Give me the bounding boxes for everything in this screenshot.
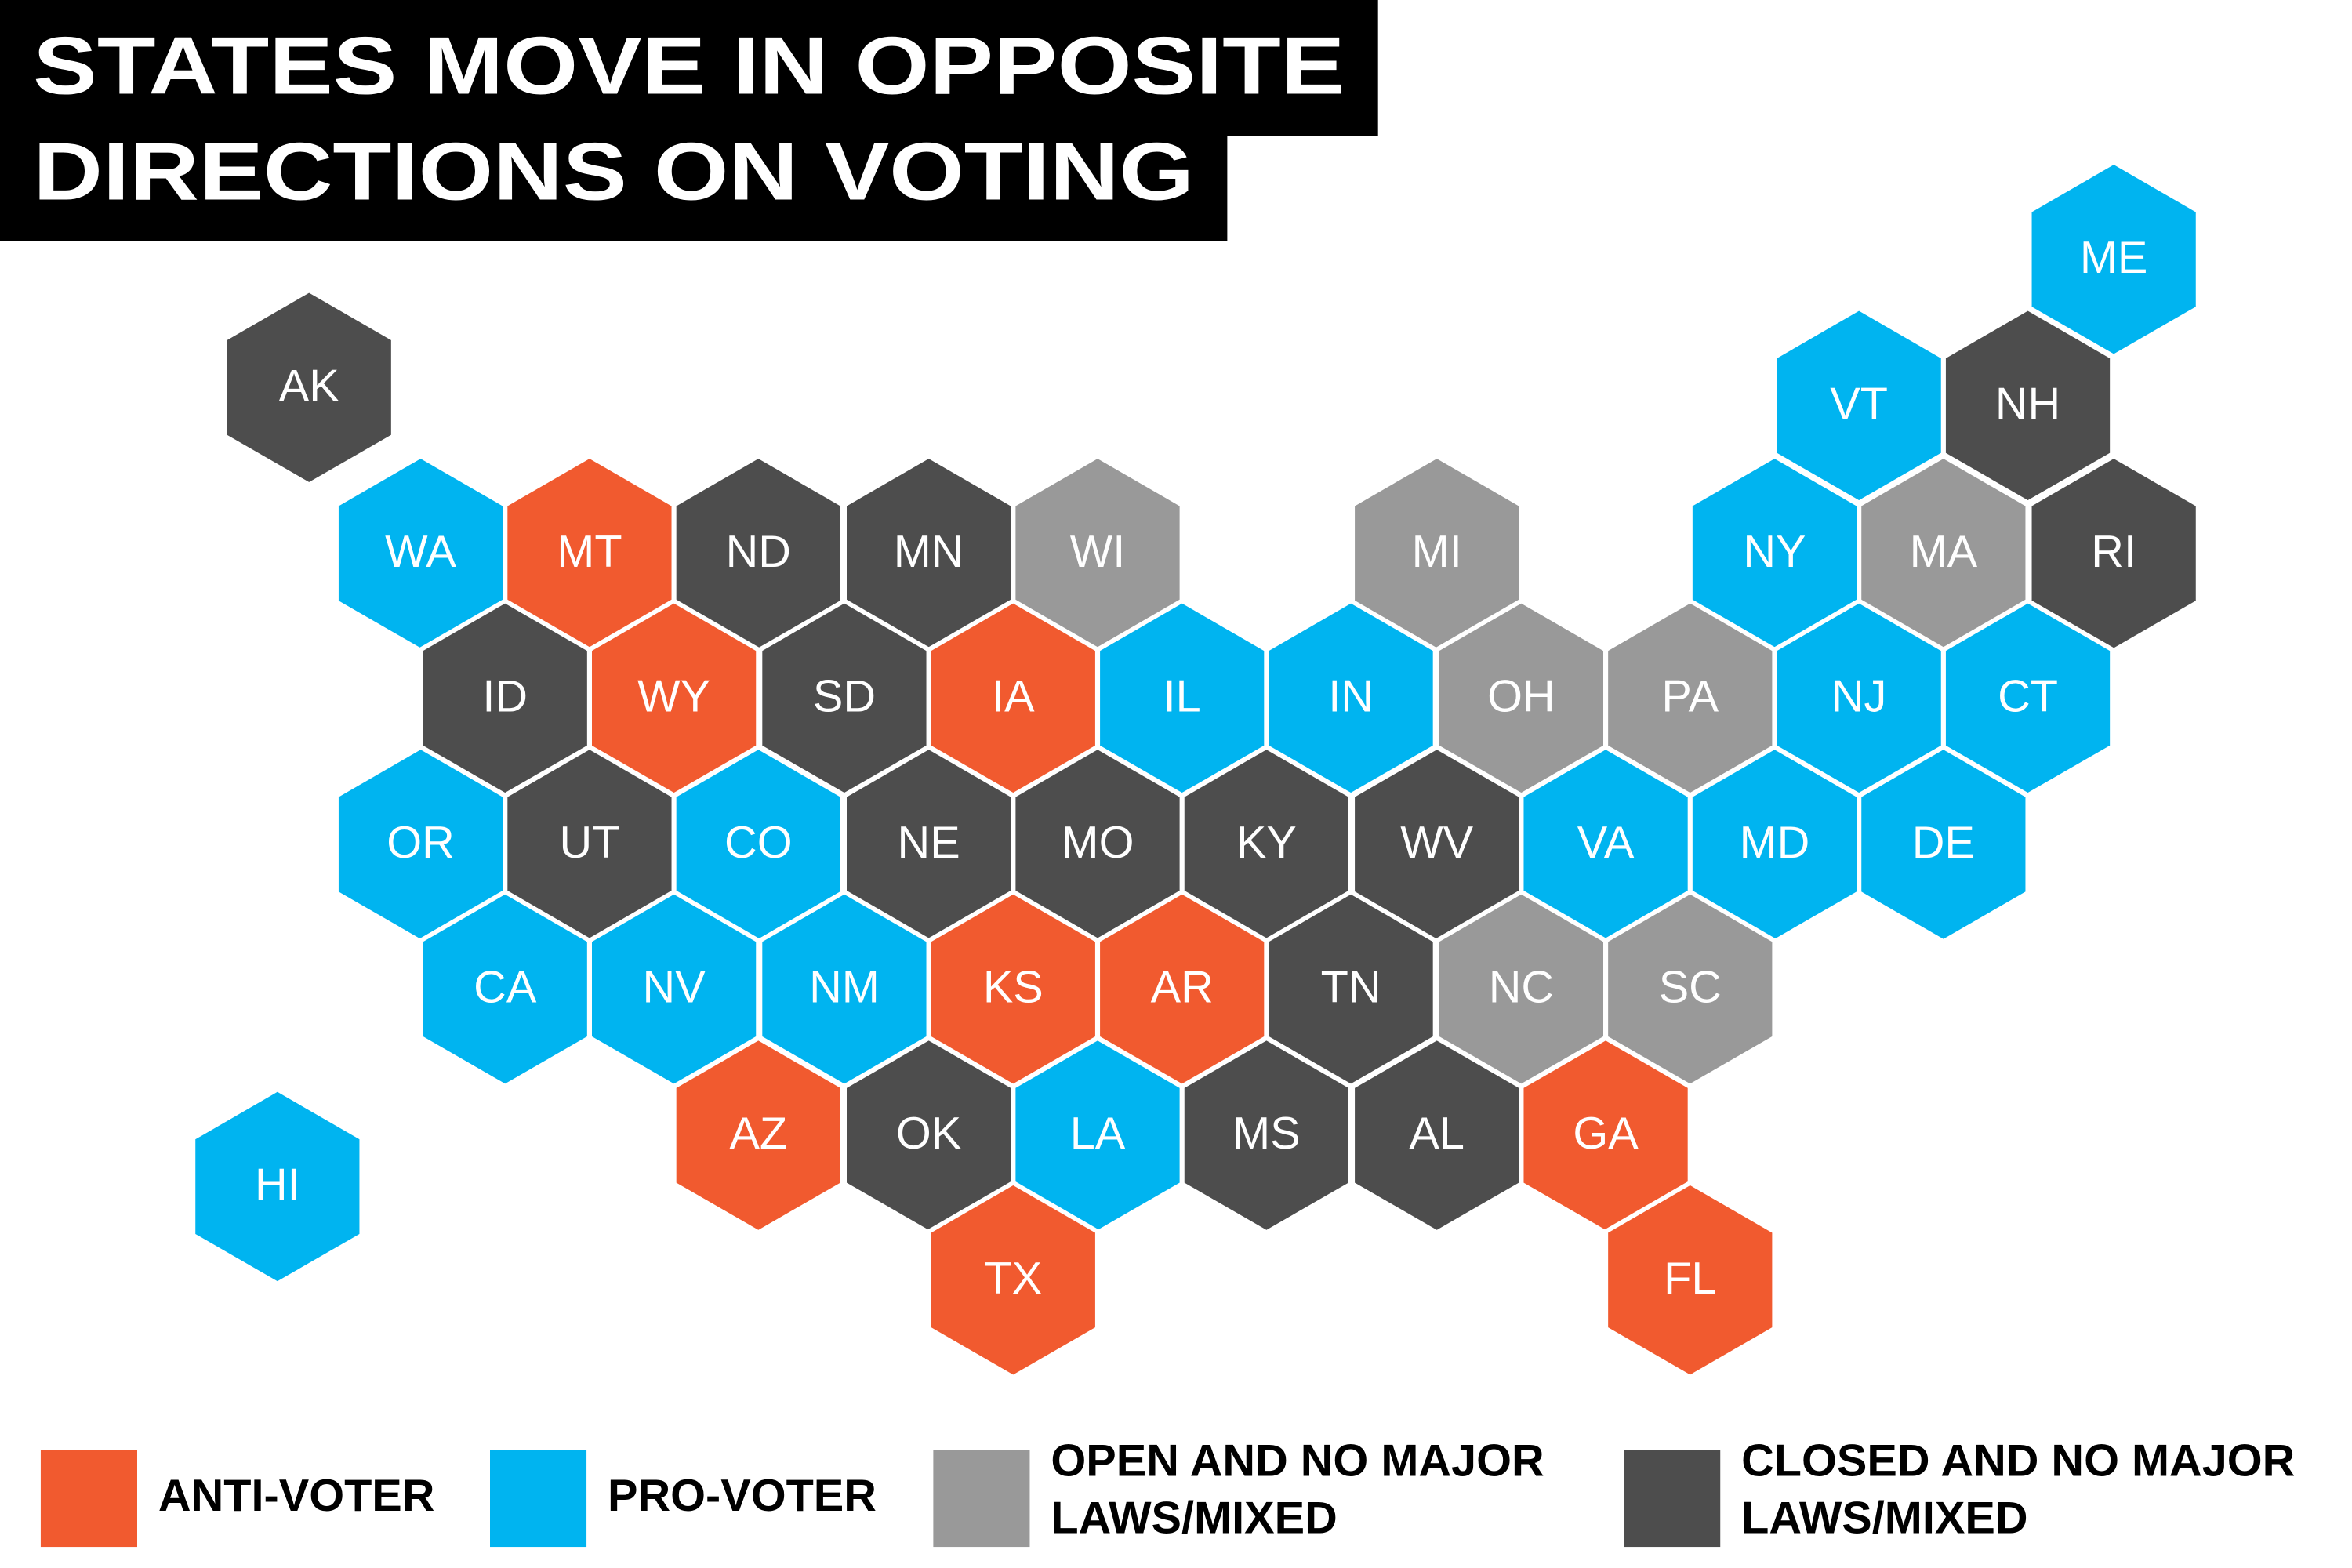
state-label: ND xyxy=(726,527,791,577)
state-label: HI xyxy=(255,1160,300,1210)
state-label: WI xyxy=(1070,527,1125,577)
state-label: FL xyxy=(1664,1254,1716,1304)
state-label: MI xyxy=(1412,527,1462,577)
state-label: KS xyxy=(983,963,1044,1013)
state-hex xyxy=(1603,1180,1777,1381)
title-bg xyxy=(0,132,1228,241)
state-label: ME xyxy=(2080,233,2148,283)
state-label: NJ xyxy=(1831,672,1887,722)
state-label: TX xyxy=(984,1254,1042,1304)
state-label: KY xyxy=(1236,818,1297,868)
state-label: SD xyxy=(813,672,876,722)
state-hex xyxy=(1857,744,2031,945)
legend: ANTI-VOTER PRO-VOTER OPEN AND NO MAJOR LAWS… xyxy=(40,1436,2295,1548)
state-label: NE xyxy=(898,818,960,868)
state-label: WY xyxy=(637,672,710,722)
state-label: MO xyxy=(1062,818,1134,868)
state-label: PA xyxy=(1661,672,1719,722)
state-label: UT xyxy=(559,818,619,868)
state-label: RI xyxy=(2091,527,2136,577)
state-label: WV xyxy=(1400,818,1473,868)
legend-label: CLOSED AND NO MAJOR xyxy=(1741,1436,2295,1486)
state-label: MD xyxy=(1740,818,1810,868)
state-label: NC xyxy=(1489,963,1554,1013)
legend-label: LAWS/MIXED xyxy=(1741,1494,2027,1544)
legend-swatch xyxy=(1624,1450,1721,1548)
state-label: NM xyxy=(809,963,880,1013)
state-label: IN xyxy=(1328,672,1374,722)
state-label: AL xyxy=(1409,1109,1465,1159)
state-label: VA xyxy=(1577,818,1635,868)
state-label: NY xyxy=(1743,527,1806,577)
state-label: CT xyxy=(1998,672,2058,722)
state-label: NH xyxy=(1995,379,2060,429)
legend-label: LAWS/MIXED xyxy=(1051,1494,1337,1544)
state-label: MA xyxy=(1910,527,1978,577)
state-label: IL xyxy=(1163,672,1201,722)
state-label: OK xyxy=(896,1109,961,1159)
state-hex xyxy=(191,1087,365,1287)
title: STATES MOVE IN OPPOSITE xyxy=(33,21,1345,112)
legend-label: ANTI-VOTER xyxy=(158,1471,435,1521)
state-hex xyxy=(926,1180,1100,1381)
legend-swatch xyxy=(40,1450,137,1548)
legend-label: OPEN AND NO MAJOR xyxy=(1051,1436,1544,1486)
state-label: IA xyxy=(992,672,1035,722)
state-label: ID xyxy=(482,672,528,722)
state-label: OR xyxy=(387,818,455,868)
title: DIRECTIONS ON VOTING xyxy=(33,126,1194,217)
state-label: WA xyxy=(385,527,456,577)
state-label: MN xyxy=(894,527,964,577)
state-label: AK xyxy=(279,361,339,411)
legend-swatch xyxy=(933,1450,1030,1548)
state-label: MT xyxy=(557,527,622,577)
state-label: CA xyxy=(474,963,537,1013)
state-label: AZ xyxy=(729,1109,787,1159)
state-label: MS xyxy=(1232,1109,1301,1159)
state-label: SC xyxy=(1659,963,1722,1013)
legend-label: PRO-VOTER xyxy=(608,1471,877,1521)
state-label: GA xyxy=(1573,1109,1639,1159)
state-label: CO xyxy=(724,818,793,868)
state-hex xyxy=(222,287,396,488)
state-label: TN xyxy=(1321,963,1381,1013)
legend-swatch xyxy=(490,1450,587,1548)
state-label: VT xyxy=(1830,379,1888,429)
hexes: AK ME VT NH WA MT ND MN WI MI NY MA RI ID WY SD IA IL IN OH… xyxy=(191,159,2201,1381)
state-label: AR xyxy=(1151,963,1214,1013)
state-label: NV xyxy=(643,963,706,1013)
state-label: LA xyxy=(1070,1109,1126,1159)
title-bg xyxy=(0,0,1378,136)
state-label: OH xyxy=(1487,672,1555,722)
state-label: DE xyxy=(1912,818,1975,868)
